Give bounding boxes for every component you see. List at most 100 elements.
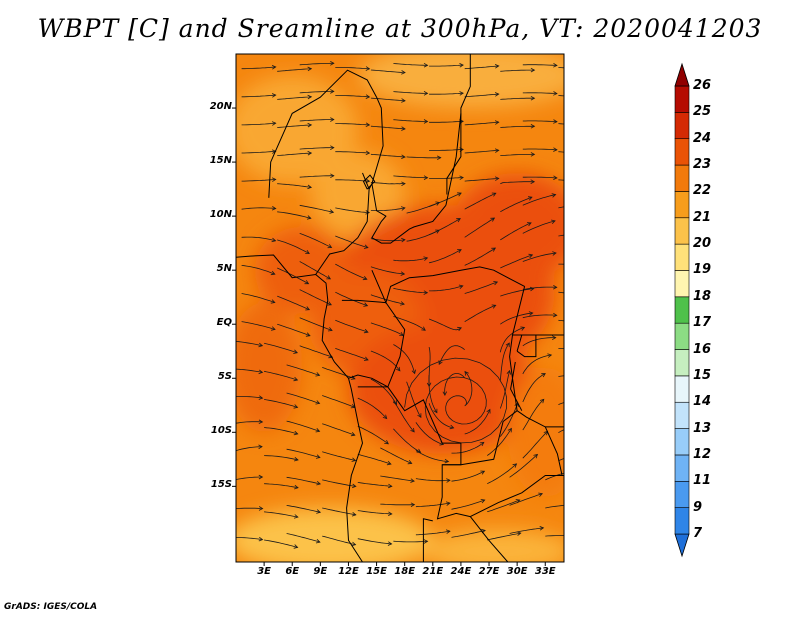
border-line-1	[268, 69, 384, 198]
streamline-193	[429, 64, 464, 67]
streamline-20	[509, 493, 543, 506]
lat-label: 15N	[209, 155, 232, 167]
streamline-arrow-121	[271, 237, 277, 243]
shade-patch-1	[236, 75, 358, 184]
streamline-117	[464, 247, 496, 266]
streamline-133	[277, 211, 311, 219]
streamline-arrow-85	[520, 326, 526, 331]
colorbar-label: 12	[693, 446, 712, 462]
streamline-140	[500, 196, 533, 213]
streamline-arrow-27	[410, 478, 415, 483]
colorbar-bin-9	[674, 270, 690, 298]
streamline-arrow-25	[351, 483, 357, 489]
streamline-arrow-73	[442, 391, 448, 397]
streamline-127	[428, 218, 461, 236]
streamline-50	[415, 422, 444, 445]
streamline-63	[499, 370, 510, 409]
streamline-147	[370, 182, 406, 185]
streamline-arrow-116	[457, 249, 462, 254]
streamline-arrow-155	[307, 150, 313, 156]
streamline-145	[299, 175, 334, 178]
streamline-arrow-143	[271, 177, 277, 182]
streamline-arrow-80	[363, 356, 369, 361]
cyclonic-spiral	[404, 357, 508, 444]
streamline-arrow-53	[539, 398, 545, 404]
streamline-97	[522, 314, 557, 319]
streamline-92	[370, 322, 404, 336]
streamline-arrow-37	[386, 460, 392, 466]
streamline-52	[499, 402, 519, 437]
streamline-arrow-61	[449, 424, 455, 430]
streamline-174	[522, 120, 557, 123]
streamline-46	[286, 420, 320, 432]
streamline-arrow-62	[464, 370, 469, 376]
streamline-arrow-165	[271, 121, 277, 126]
streamline-arrow-142	[589, 203, 593, 207]
streamline-arrow-87	[588, 350, 592, 354]
streamline-154	[241, 150, 276, 154]
streamline-129	[500, 222, 532, 241]
streamline-arrow-141	[551, 193, 557, 198]
colorbar-bin-12	[674, 191, 690, 219]
streamline-196	[522, 64, 557, 66]
streamline-30	[487, 463, 517, 485]
streamline-arrow-21	[576, 503, 580, 507]
streamline-27	[380, 475, 415, 482]
streamline-arrow-115	[423, 256, 429, 261]
colorbar-bin-14	[674, 138, 690, 166]
streamline-arrow-82	[411, 369, 416, 375]
streamline-arrow-175	[589, 124, 593, 128]
streamline-arrow-156	[330, 145, 335, 150]
streamline-arrow-138	[457, 192, 462, 197]
streamline-166	[277, 124, 312, 128]
streamline-173	[500, 125, 535, 128]
streamline-arrow-132	[271, 205, 277, 211]
streamline-arrow-11	[258, 506, 264, 511]
streamline-157	[335, 151, 370, 154]
streamline-34	[264, 455, 299, 461]
streamline-116	[429, 249, 462, 264]
colorbar-bin-7	[674, 322, 690, 350]
streamline-190	[335, 67, 370, 70]
colorbar-label: 9	[693, 499, 703, 515]
streamline-arrow-179	[365, 94, 371, 99]
streamline-118	[500, 254, 533, 269]
streamline-arrow-197	[589, 68, 593, 72]
streamline-162	[500, 154, 535, 156]
streamline-128	[464, 217, 495, 238]
streamline-arrow-38	[407, 459, 413, 465]
streamline-arrow-122	[305, 249, 310, 254]
streamline-195	[500, 69, 535, 72]
streamline-55	[236, 396, 263, 399]
streamline-arrow-134	[329, 209, 335, 214]
streamline-arrow-113	[362, 275, 368, 281]
streamline-arrow-170	[423, 119, 429, 124]
streamline-28	[415, 478, 450, 482]
colorbar-label: 20	[693, 236, 712, 252]
streamline-67	[264, 370, 298, 381]
streamline-1	[264, 539, 298, 548]
colorbar-bin-1	[674, 480, 690, 508]
streamline-arrow-86	[551, 335, 557, 340]
colorbar-label: 13	[693, 420, 712, 436]
streamline-arrow-20	[538, 492, 543, 497]
streamline-arrow-125	[401, 237, 406, 243]
streamline-arrow-163	[553, 147, 558, 152]
streamline-71	[406, 381, 422, 418]
streamline-150	[464, 178, 499, 182]
colorbar-bin-8	[674, 296, 690, 324]
streamline-104	[393, 287, 428, 294]
streamline-47	[322, 423, 355, 436]
streamline-arrow-95	[491, 304, 497, 309]
streamline-arrow-120	[588, 267, 592, 271]
streamline-121	[241, 236, 276, 242]
streamline-arrow-33	[258, 444, 263, 450]
streamline-23	[264, 483, 299, 489]
streamline-arrow-6	[445, 529, 451, 534]
streamline-arrow-112	[326, 275, 332, 280]
streamline-60	[393, 400, 415, 433]
lat-label: 10N	[209, 209, 232, 221]
streamline-arrow-130	[551, 219, 556, 224]
shade-patch-4	[451, 172, 564, 281]
streamline-arrow-2	[315, 539, 321, 544]
